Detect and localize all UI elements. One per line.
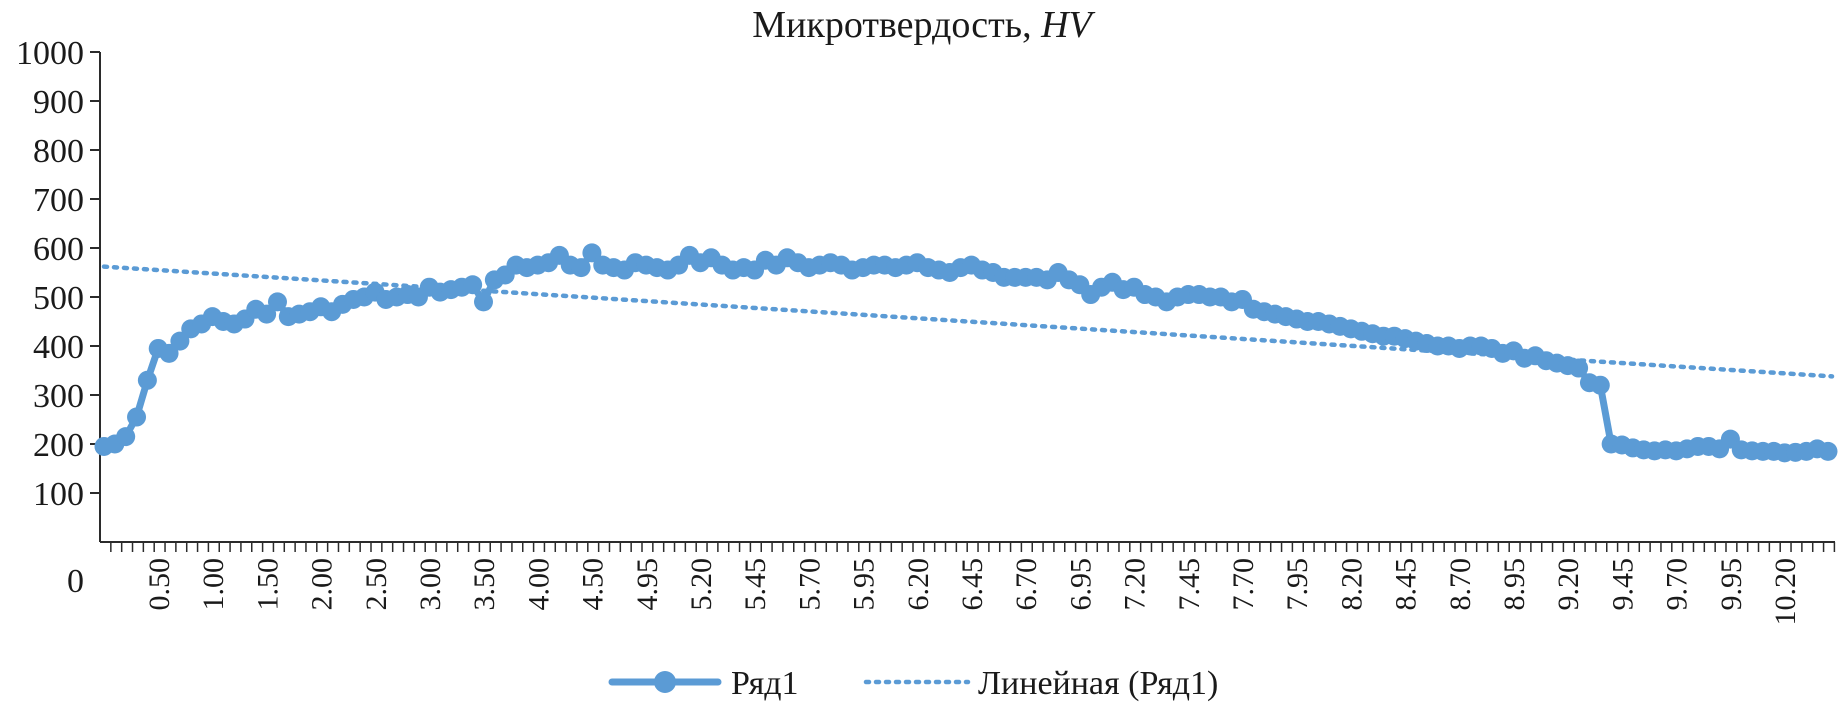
data-point (571, 258, 591, 278)
x-tick-label: 5.70 (793, 558, 826, 611)
y-tick-label: 700 (33, 182, 84, 219)
x-tick-label: 8.70 (1444, 558, 1477, 611)
x-tick-label: 6.45 (956, 558, 989, 611)
x-tick-label: 9.95 (1715, 558, 1748, 611)
x-tick-label: 9.20 (1552, 558, 1585, 611)
data-point (267, 292, 287, 312)
x-tick-label: 4.95 (631, 558, 664, 611)
legend: Ряд1 Линейная (Ряд1) (608, 665, 1218, 702)
x-tick-label: 8.45 (1390, 558, 1423, 611)
chart-title: Микротвердость, HV (752, 4, 1095, 46)
legend-label-trendline: Линейная (Ряд1) (978, 665, 1218, 702)
data-point (137, 370, 157, 390)
data-point (159, 343, 179, 363)
y-tick-label: 400 (33, 329, 84, 366)
x-tick-label: 10.20 (1769, 558, 1802, 626)
x-tick-label: 7.70 (1227, 558, 1260, 611)
legend-item-trendline: Линейная (Ряд1) (863, 665, 1218, 702)
data-point (170, 331, 190, 351)
legend-marker-ryad1 (654, 671, 676, 693)
y-tick-label: 500 (33, 280, 84, 317)
data-point (116, 427, 136, 447)
x-tick-label: 5.45 (739, 558, 772, 611)
y-tick-label: 100 (33, 476, 84, 513)
x-tick-label: 5.95 (848, 558, 881, 611)
x-tick-label: 5.20 (685, 558, 718, 611)
x-tick-label: 1.00 (197, 558, 230, 611)
x-tick-label: 2.50 (360, 558, 393, 611)
y-tick-label: 1000 (16, 35, 84, 72)
svg-text:Микротвердость, HV: Микротвердость, HV (752, 4, 1095, 46)
x-tick-label: 9.45 (1606, 558, 1639, 611)
x-tick-label: 8.20 (1335, 558, 1368, 611)
x-tick-label: 7.95 (1281, 558, 1314, 611)
x-tick-label: 6.95 (1064, 558, 1097, 611)
series-markers-ryad1 (94, 243, 1838, 463)
x-tick-label: 9.70 (1661, 558, 1694, 611)
y-tick-label: 600 (33, 231, 84, 268)
x-tick-label: 6.20 (902, 558, 935, 611)
x-tick-label: 8.95 (1498, 558, 1531, 611)
y-axis: 0 100 200 300 400 500 600 700 800 900 1000 (16, 35, 101, 600)
data-point (582, 243, 602, 263)
x-tick-label: 3.50 (468, 558, 501, 611)
y-tick-label: 300 (33, 378, 84, 415)
x-tick-label: 7.20 (1119, 558, 1152, 611)
data-point (1569, 358, 1589, 378)
data-point (127, 407, 147, 427)
plot-area (94, 243, 1838, 463)
chart-title-unit: HV (1040, 4, 1095, 46)
x-tick-label: 2.00 (306, 558, 339, 611)
x-tick-label: 7.45 (1173, 558, 1206, 611)
x-tick-label: 6.70 (1010, 558, 1043, 611)
y-tick-label: 900 (33, 84, 84, 121)
x-tick-label: 1.50 (251, 558, 284, 611)
data-point (473, 292, 493, 312)
x-tick-label: 4.50 (577, 558, 610, 611)
data-point (463, 275, 483, 295)
x-tick-label: 0.50 (143, 558, 176, 611)
y-tick-label: 800 (33, 133, 84, 170)
x-tick-label: 3.00 (414, 558, 447, 611)
data-point (257, 304, 277, 324)
x-axis: 0.50 1.00 1.50 2.00 2.50 3.00 3.50 4.00 4.50 4.95… (100, 541, 1836, 626)
y-tick-label: 0 (67, 563, 84, 600)
y-tick-label: 200 (33, 427, 84, 464)
legend-label-ryad1: Ряд1 (731, 665, 799, 702)
data-point (1818, 441, 1838, 461)
chart-title-main: Микротвердость, (752, 4, 1041, 46)
data-point (1590, 375, 1610, 395)
legend-item-ryad1: Ряд1 (608, 665, 799, 702)
x-tick-label: 4.00 (522, 558, 555, 611)
